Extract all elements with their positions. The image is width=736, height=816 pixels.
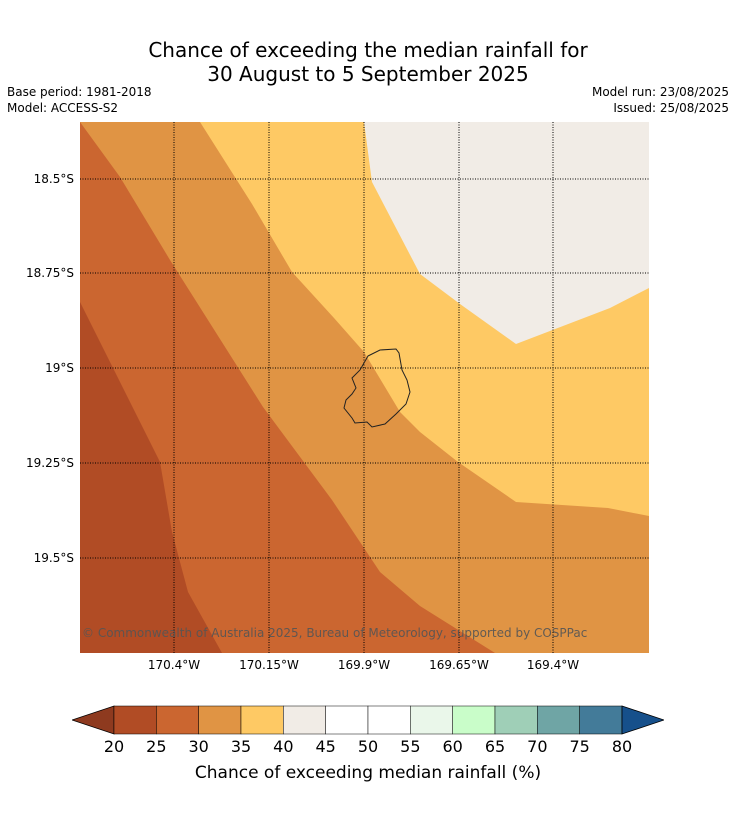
lat-label-18-75: 18.75°S xyxy=(26,266,74,280)
colorbar-bin-50-55 xyxy=(367,705,411,735)
colorbar-tick-40: 40 xyxy=(273,737,294,756)
colorbar-bin-35-40 xyxy=(240,705,284,735)
colorbar-label: Chance of exceeding median rainfall (%) xyxy=(194,763,542,783)
meta-left: Base period: 1981-2018 Model: ACCESS-S2 xyxy=(7,84,152,116)
colorbar-bin-30-35 xyxy=(198,705,242,735)
colorbar xyxy=(70,704,666,736)
model-name: Model: ACCESS-S2 xyxy=(7,101,119,115)
base-period: Base period: 1981-2018 xyxy=(7,85,152,99)
colorbar-under-arrow xyxy=(70,705,115,735)
title-line-1: Chance of exceeding the median rainfall … xyxy=(148,38,588,62)
colorbar-bin-20-25 xyxy=(113,705,157,735)
issued-date: Issued: 25/08/2025 xyxy=(613,101,729,115)
colorbar-tick-70: 70 xyxy=(527,737,548,756)
colorbar-bin-60-65 xyxy=(452,705,496,735)
colorbar-tick-45: 45 xyxy=(315,737,336,756)
colorbar-bin-55-60 xyxy=(410,705,453,735)
lon-label-169-4: 169.4°W xyxy=(526,658,580,672)
colorbar-svg xyxy=(70,705,666,735)
chart-title: Chance of exceeding the median rainfall … xyxy=(0,38,736,86)
colorbar-tick-30: 30 xyxy=(188,737,209,756)
island-outline xyxy=(343,348,411,428)
gridlines xyxy=(80,122,649,653)
lat-label-19-25: 19.25°S xyxy=(26,456,74,470)
map-panel[interactable]: © Commonwealth of Australia 2025, Bureau… xyxy=(80,122,649,653)
colorbar-bin-25-30 xyxy=(156,705,199,735)
colorbar-tick-25: 25 xyxy=(146,737,167,756)
lat-label-18-5: 18.5°S xyxy=(33,172,74,186)
lat-label-19: 19°S xyxy=(45,361,74,375)
lon-label-169-9: 169.9°W xyxy=(337,658,391,672)
colorbar-tick-20: 20 xyxy=(103,737,125,756)
colorbar-bin-70-75 xyxy=(537,705,580,735)
colorbar-tick-80: 80 xyxy=(611,737,633,756)
colorbar-tick-65: 65 xyxy=(484,737,506,756)
colorbar-over-arrow xyxy=(621,705,666,735)
colorbar-bin-75-80 xyxy=(579,705,623,735)
colorbar-bin-65-70 xyxy=(494,705,538,735)
meta-right: Model run: 23/08/2025 Issued: 25/08/2025 xyxy=(592,84,729,116)
colorbar-tick-75: 75 xyxy=(569,737,590,756)
lon-label-169-65: 169.65°W xyxy=(429,658,489,672)
lon-label-170-15: 170.15°W xyxy=(239,658,299,672)
colorbar-bin-40-45 xyxy=(283,705,326,735)
zone-20-25 xyxy=(80,302,222,653)
model-run: Model run: 23/08/2025 xyxy=(591,85,729,99)
lon-label-170-4: 170.4°W xyxy=(147,658,201,672)
colorbar-tick-55: 55 xyxy=(400,737,421,756)
title-line-2: 30 August to 5 September 2025 xyxy=(207,62,529,86)
map-svg xyxy=(80,122,649,653)
copyright-text: © Commonwealth of Australia 2025, Bureau… xyxy=(82,626,588,640)
colorbar-tick-60: 60 xyxy=(442,737,463,756)
colorbar-tick-35: 35 xyxy=(230,737,252,756)
colorbar-bin-45-50 xyxy=(325,705,369,735)
zone-40-45 xyxy=(364,122,649,344)
lat-label-19-5: 19.5°S xyxy=(33,551,74,565)
colorbar-tick-50: 50 xyxy=(357,737,379,756)
